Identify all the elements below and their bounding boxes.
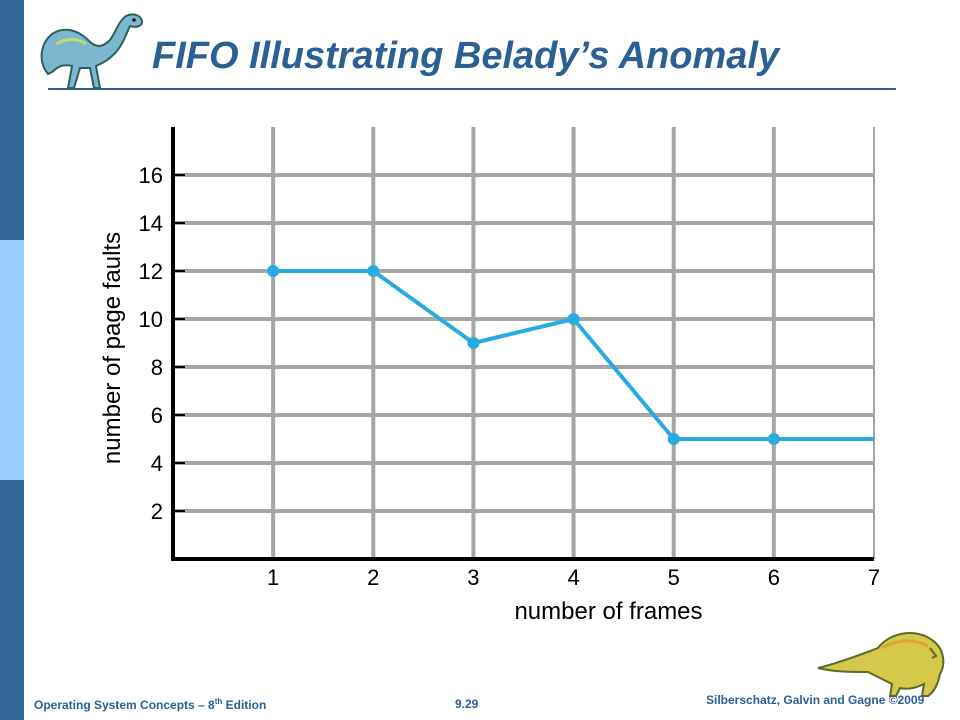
footer-copyright: Silberschatz, Galvin and Gagne ©2009 (706, 693, 925, 707)
footer-course-superscript: th (214, 697, 223, 706)
x-tick-label: 6 (768, 565, 780, 590)
y-tick-label: 4 (151, 451, 163, 476)
left-bar-bottom (0, 480, 24, 720)
left-accent-bar (0, 0, 24, 720)
y-tick-label: 10 (139, 307, 163, 332)
left-bar-top (0, 0, 24, 240)
title-divider (48, 88, 896, 90)
y-tick-label: 6 (151, 403, 163, 428)
data-point (767, 433, 780, 445)
x-tick-label: 4 (567, 565, 579, 590)
slide-title: FIFO Illustrating Belady’s Anomaly (152, 35, 780, 77)
x-tick-label: 2 (367, 565, 379, 590)
data-point (567, 313, 580, 325)
y-tick-label: 8 (151, 355, 163, 380)
y-tick-label: 2 (151, 499, 163, 524)
grid (173, 127, 875, 559)
x-tick-label: 3 (467, 565, 479, 590)
x-tick-label: 7 (868, 565, 880, 590)
y-tick-label: 14 (139, 211, 163, 236)
y-tick-label: 12 (139, 259, 163, 284)
footer-course-title: Operating System Concepts – 8th Edition (34, 697, 266, 712)
dinosaur-icon (817, 632, 945, 697)
axes (171, 127, 874, 561)
y-axis-label: number of page faults (99, 232, 126, 464)
left-bar-middle (0, 240, 24, 480)
x-tick-label: 5 (668, 565, 680, 590)
series (267, 265, 874, 445)
footer-course-text: Operating System Concepts – 8 (34, 698, 215, 712)
footer-course-suffix: Edition (222, 698, 267, 712)
data-point (467, 337, 480, 349)
data-point (367, 265, 380, 277)
data-point (267, 265, 280, 277)
y-tick-label: 16 (139, 163, 163, 188)
page-number: 9.29 (455, 697, 479, 711)
x-tick-label: 1 (267, 565, 279, 590)
data-point (667, 433, 680, 445)
x-axis-label: number of frames (514, 598, 702, 625)
